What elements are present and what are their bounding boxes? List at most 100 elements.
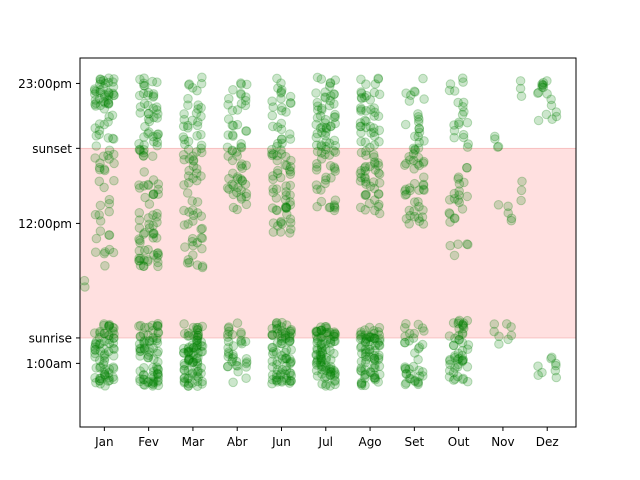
data-point — [285, 368, 296, 379]
data-point — [458, 77, 468, 87]
data-point — [135, 74, 145, 85]
data-point — [271, 193, 282, 203]
data-point — [325, 161, 336, 171]
data-point — [188, 350, 199, 360]
data-point — [330, 140, 341, 151]
data-point — [139, 145, 149, 155]
data-point — [329, 112, 340, 123]
data-point — [236, 194, 247, 204]
data-point — [180, 139, 190, 150]
data-point — [276, 216, 286, 227]
data-point — [400, 331, 410, 342]
data-point — [369, 183, 380, 194]
data-point — [365, 344, 375, 355]
data-point — [179, 373, 190, 384]
data-point — [193, 328, 203, 338]
data-point — [320, 92, 330, 102]
data-point — [272, 73, 282, 84]
data-point — [375, 334, 385, 344]
data-point — [94, 94, 105, 104]
data-point — [184, 79, 195, 89]
data-point — [192, 120, 203, 131]
data-point — [316, 325, 327, 336]
data-point — [184, 373, 194, 383]
data-point — [144, 199, 155, 209]
data-point — [285, 376, 295, 386]
data-point — [285, 190, 295, 200]
x-tick-label: Out — [448, 435, 470, 449]
data-point — [222, 361, 233, 372]
data-point — [187, 233, 198, 244]
data-point — [317, 356, 327, 367]
data-point — [450, 333, 460, 344]
data-point — [417, 367, 428, 377]
data-point — [95, 346, 106, 356]
data-point — [277, 364, 288, 375]
data-point — [330, 379, 340, 390]
data-point — [80, 282, 90, 292]
data-point — [179, 358, 190, 369]
data-point — [275, 172, 286, 183]
data-point — [95, 379, 106, 389]
data-point — [272, 141, 282, 152]
data-point — [139, 255, 149, 265]
data-point — [197, 261, 208, 271]
data-point — [311, 350, 321, 360]
data-point — [237, 159, 247, 169]
data-point — [275, 227, 286, 237]
data-point — [196, 347, 206, 357]
data-point — [533, 88, 543, 98]
data-point — [316, 325, 326, 336]
data-point — [330, 109, 340, 120]
data-point — [183, 219, 193, 229]
data-point — [95, 74, 105, 84]
data-point — [140, 81, 150, 91]
data-point — [373, 168, 384, 178]
data-point — [280, 353, 290, 364]
data-point — [108, 333, 119, 343]
data-point — [361, 179, 371, 189]
data-point — [324, 138, 335, 149]
data-point — [179, 348, 189, 358]
data-point — [153, 248, 163, 258]
data-point — [144, 223, 155, 233]
data-point — [277, 326, 287, 337]
data-point — [457, 109, 468, 120]
data-point — [192, 175, 202, 186]
data-point — [401, 369, 412, 379]
data-point — [91, 233, 102, 244]
data-point — [281, 202, 292, 213]
data-point — [454, 315, 465, 326]
data-point — [183, 381, 194, 391]
data-point — [401, 189, 412, 199]
data-point — [356, 166, 367, 176]
data-point — [316, 74, 327, 84]
data-point — [100, 247, 110, 257]
data-point — [356, 356, 367, 367]
data-point — [143, 377, 153, 388]
data-point — [369, 328, 379, 339]
data-point — [276, 336, 287, 346]
data-point — [454, 179, 465, 189]
data-point — [153, 184, 164, 195]
data-point — [179, 180, 189, 190]
data-point — [419, 156, 429, 167]
data-point — [317, 379, 327, 389]
data-point — [222, 183, 233, 193]
data-point — [281, 361, 292, 372]
data-point — [365, 181, 376, 192]
data-point — [551, 358, 561, 369]
data-point — [284, 333, 295, 343]
data-point — [179, 114, 189, 125]
data-point — [276, 368, 286, 378]
data-point — [457, 355, 468, 366]
data-point — [100, 353, 110, 363]
data-point — [444, 85, 455, 96]
data-point — [401, 319, 411, 329]
data-point — [418, 179, 429, 190]
data-point — [149, 354, 159, 364]
data-point — [462, 344, 473, 355]
data-point — [312, 105, 323, 115]
data-point — [462, 239, 472, 249]
data-point — [374, 361, 385, 372]
